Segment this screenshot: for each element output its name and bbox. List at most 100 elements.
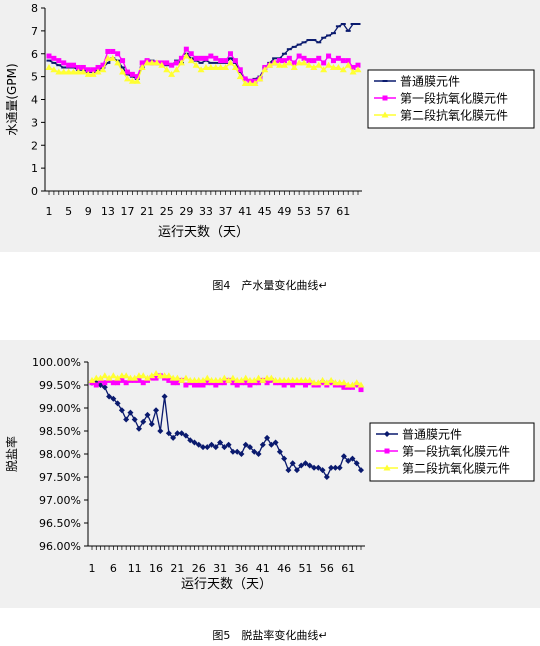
y-tick-label: 98.00% (39, 448, 81, 461)
data-point (237, 67, 243, 73)
data-point (276, 61, 284, 68)
data-point (289, 460, 296, 467)
data-point (99, 66, 107, 73)
data-point (153, 375, 159, 381)
data-point (74, 68, 82, 75)
data-point (332, 464, 339, 471)
data-point (319, 376, 327, 383)
data-point (259, 441, 266, 448)
data-point (242, 374, 250, 381)
y-tick-label: 8 (31, 2, 38, 15)
data-point (56, 58, 62, 64)
data-point (104, 54, 112, 61)
data-point (114, 400, 121, 407)
data-point (183, 382, 189, 388)
data-point (177, 59, 185, 66)
data-point (295, 59, 303, 66)
data-point (182, 52, 190, 59)
y-axis-label: 水通量(GPM) (5, 63, 19, 135)
data-point (79, 68, 87, 75)
data-point (293, 467, 300, 474)
data-point (225, 376, 233, 383)
y-tick-label: 5 (31, 71, 38, 84)
data-point (298, 462, 305, 469)
y-tick-label: 3 (31, 116, 38, 129)
data-point (255, 451, 262, 457)
data-point (46, 53, 52, 59)
data-point (227, 51, 233, 57)
x-tick-label: 16 (149, 562, 163, 575)
data-point (321, 60, 327, 66)
x-tick-label: 31 (213, 562, 227, 575)
y-tick-label: 99.50% (39, 379, 81, 392)
y-tick-label: 96.50% (39, 517, 81, 530)
data-point (191, 439, 198, 446)
data-point (93, 382, 99, 388)
data-point (122, 372, 130, 379)
data-point (102, 380, 108, 386)
data-point (213, 55, 219, 61)
x-tick-label: 17 (120, 205, 134, 218)
data-point (50, 66, 58, 73)
data-point (256, 75, 264, 82)
data-point (202, 63, 210, 70)
data-point (153, 59, 161, 66)
y-tick-label: 98.50% (39, 425, 81, 438)
data-point (290, 382, 296, 388)
y-tick-label: 97.50% (39, 471, 81, 484)
data-point (97, 382, 104, 388)
data-point (217, 63, 225, 70)
data-point (100, 62, 106, 68)
data-point (334, 63, 342, 70)
data-point (226, 59, 234, 66)
data-point (229, 448, 236, 455)
data-point (341, 384, 347, 390)
data-point (178, 376, 186, 383)
data-point (286, 55, 292, 61)
data-point (264, 380, 270, 386)
data-point (323, 474, 330, 480)
x-tick-label: 25 (160, 205, 174, 218)
data-point (296, 53, 302, 59)
data-point (242, 76, 248, 82)
x-axis-label: 运行天数（天） (158, 225, 249, 240)
data-point (164, 60, 170, 66)
data-point (152, 370, 160, 376)
data-point (285, 59, 293, 66)
x-tick-label: 33 (199, 205, 213, 218)
data-point (105, 48, 111, 54)
data-point (319, 467, 326, 474)
data-point (255, 374, 263, 381)
data-point (231, 63, 239, 70)
data-point (234, 448, 241, 455)
data-point (251, 79, 259, 86)
x-tick-label: 57 (317, 205, 331, 218)
data-point (216, 376, 224, 383)
legend-label: 第二段抗氧化膜元件 (402, 461, 510, 476)
data-point (119, 377, 125, 383)
salt-rejection-chart: 96.00% 96.50% 97.00% 97.50% 98.00% 98.50% 99.0… (4, 356, 535, 592)
y-tick-label: 97.00% (39, 494, 81, 507)
x-tick-label: 11 (128, 562, 142, 575)
data-point (281, 382, 287, 388)
data-point (105, 374, 113, 381)
x-tick-label: 61 (336, 205, 350, 218)
legend-label: 普通膜元件 (400, 75, 460, 89)
data-point (350, 64, 356, 70)
x-tick-label: 37 (219, 205, 233, 218)
series-group (89, 379, 364, 480)
data-point (212, 444, 219, 451)
data-point (173, 66, 181, 73)
data-point (192, 61, 200, 68)
y-tick-label: 99.00% (39, 402, 81, 415)
data-point (221, 380, 227, 386)
x-tick-label: 49 (277, 205, 291, 218)
legend-box (367, 69, 535, 129)
x-tick-label: 36 (234, 562, 248, 575)
data-point (70, 68, 78, 75)
data-point (285, 467, 292, 474)
data-point (170, 434, 177, 441)
data-point (131, 374, 139, 381)
data-point (114, 374, 122, 381)
